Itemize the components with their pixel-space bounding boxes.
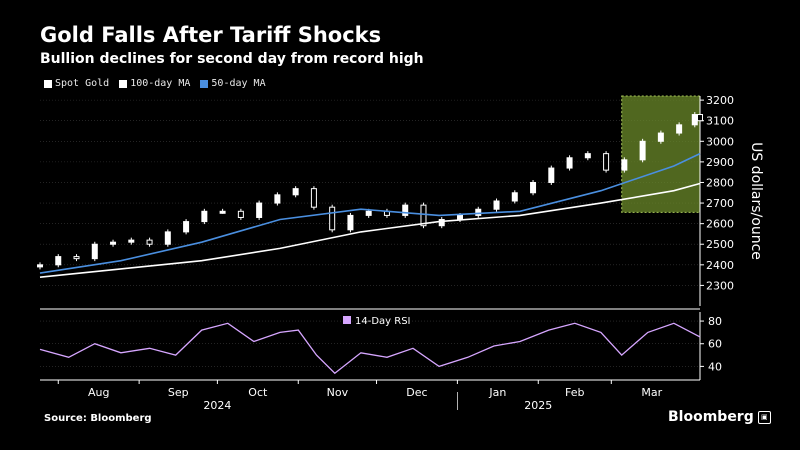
source-note: Source: Bloomberg <box>44 413 152 424</box>
x-month-label: Oct <box>248 386 268 399</box>
x-year-label: 2024 <box>203 399 231 412</box>
rsi-legend-swatch <box>343 316 351 324</box>
x-month-label: Feb <box>565 386 584 399</box>
candle-body <box>110 241 117 245</box>
candle-body <box>91 243 98 260</box>
legend-swatch-100-day-ma <box>119 79 128 88</box>
candle-body <box>37 264 43 268</box>
candle-body <box>584 153 591 159</box>
candle-body <box>566 157 573 169</box>
x-month-label: Nov <box>327 386 349 399</box>
candle-body <box>55 256 62 266</box>
price-tick-label: 3200 <box>706 94 734 107</box>
x-month-label: Dec <box>406 386 427 399</box>
x-month-label: Sep <box>168 386 189 399</box>
rsi-line <box>39 322 701 375</box>
candle-body <box>691 114 698 126</box>
bloomberg-logo: Bloomberg ▣ <box>668 409 771 425</box>
candle-body <box>530 181 537 194</box>
chart-title: Gold Falls After Tariff Shocks <box>40 23 382 47</box>
chart-subtitle: Bullion declines for second day from rec… <box>40 51 424 67</box>
candle-body <box>329 206 336 231</box>
price-gridlines <box>40 99 700 286</box>
candle-body <box>73 256 80 260</box>
price-tick-label: 2400 <box>706 259 734 272</box>
price-y-axis: 2300 2400 2500 2600 2700 2800 2900 3000 3100 3200 <box>699 94 734 306</box>
legend-item-100-day-ma: 100-day MA <box>119 78 190 89</box>
legend-label-50-day-ma: 50-day MA <box>211 78 266 89</box>
rsi-legend: 14-Day RSI <box>343 316 411 327</box>
candle-body <box>657 132 664 142</box>
legend-label-100-day-ma: 100-day MA <box>130 78 191 89</box>
candle-body <box>146 239 153 245</box>
candle-body <box>347 214 354 231</box>
rsi-y-axis: 40 60 80 <box>699 312 722 380</box>
x-axis: Aug Sep Oct Nov Dec Jan Feb Mar 2024 2025 <box>40 379 700 412</box>
candle-body <box>292 188 299 196</box>
price-tick-label: 2500 <box>706 238 734 251</box>
candle-body <box>402 204 409 216</box>
x-month-label: Mar <box>641 386 662 399</box>
candle-body <box>457 214 463 221</box>
candle-body <box>365 210 372 216</box>
highlight-region <box>621 95 701 213</box>
candle-body <box>697 114 703 122</box>
spot-gold-candles <box>37 112 703 270</box>
legend-swatch-50-day-ma <box>200 79 209 88</box>
ma100-line <box>39 182 701 278</box>
candle-body <box>676 124 683 134</box>
candle-body <box>493 200 500 210</box>
brand-name: Bloomberg <box>668 409 754 425</box>
candle-body <box>548 167 555 183</box>
rsi-tick-label: 40 <box>708 360 722 373</box>
price-tick-label: 2600 <box>706 218 734 231</box>
legend-swatch-spot-gold <box>44 79 52 88</box>
candle-body <box>219 210 226 214</box>
bloomberg-terminal-icon: ▣ <box>757 410 771 424</box>
candle-body <box>164 231 171 245</box>
x-month-label: Jan <box>488 386 506 399</box>
rsi-tick-label: 60 <box>708 338 722 351</box>
candle-body <box>274 194 281 204</box>
rsi-tick-label: 80 <box>708 315 722 328</box>
price-tick-label: 2700 <box>706 197 734 210</box>
price-tick-label: 2900 <box>706 156 734 169</box>
price-tick-label: 2300 <box>706 279 734 292</box>
rsi-legend-label: 14-Day RSI <box>355 316 411 327</box>
price-tick-label: 3100 <box>706 115 734 128</box>
candle-body <box>183 221 190 233</box>
price-tick-label: 3000 <box>706 135 734 148</box>
legend-label-spot-gold: Spot Gold <box>55 78 110 89</box>
price-y-axis-label: US dollars/ounce <box>748 142 764 260</box>
ma50-line <box>39 152 701 274</box>
legend-item-50-day-ma: 50-day MA <box>200 78 266 89</box>
rsi-gridlines <box>40 320 700 367</box>
candle-body <box>603 153 610 171</box>
legend-item-spot-gold: Spot Gold <box>44 78 109 89</box>
candle-body <box>621 159 628 171</box>
candle-body <box>128 239 135 243</box>
price-tick-label: 2800 <box>706 176 734 189</box>
candle-body <box>237 210 244 218</box>
x-month-label: Aug <box>88 386 109 399</box>
candle-body <box>256 202 263 218</box>
chart-legend: Spot Gold 100-day MA 50-day MA <box>44 78 266 89</box>
candle-body <box>438 219 445 227</box>
x-year-label: 2025 <box>524 399 552 412</box>
candle-body <box>511 192 518 202</box>
candle-body <box>420 204 427 227</box>
candle-body <box>201 210 208 223</box>
candle-body <box>639 140 646 161</box>
candle-body <box>475 208 482 216</box>
candle-body <box>310 188 317 208</box>
